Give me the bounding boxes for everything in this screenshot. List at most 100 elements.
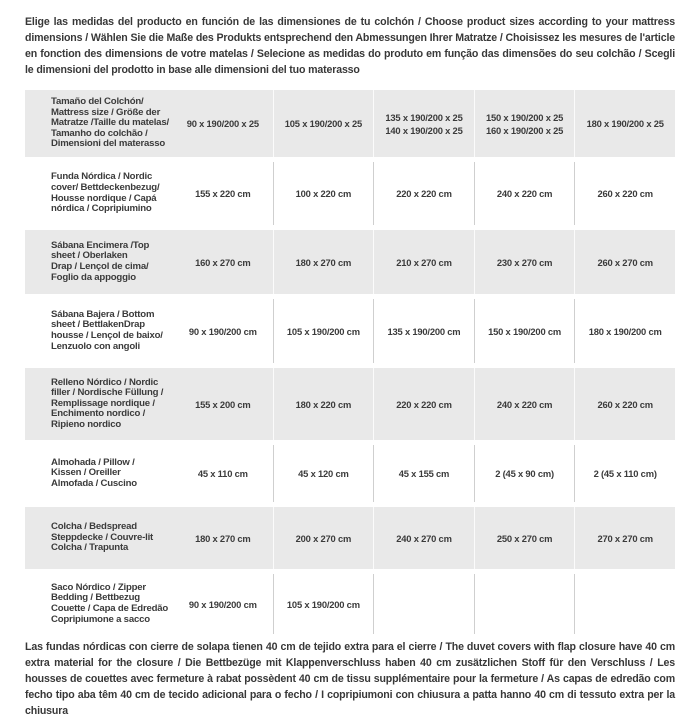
size-cell-text: 150 x 190/200 x 25 160 x 190/200 x 25 [485, 111, 564, 136]
size-cell: 220 x 220 cm [373, 368, 474, 440]
table-row: Saco Nórdico / Zipper Bedding / Bettbezu… [25, 574, 675, 634]
size-cell-text: 200 x 270 cm [295, 532, 352, 544]
size-cell: 90 x 190/200 cm [173, 574, 273, 634]
table-row: Funda Nórdica / Nordic cover/ Bettdecken… [25, 162, 675, 225]
row-label: Sábana Encimera /Top sheet / Oberlaken D… [25, 230, 173, 294]
size-cell: 220 x 220 cm [373, 162, 474, 225]
row-label: Colcha / Bedspread Steppdecke / Couvre-l… [25, 507, 173, 569]
size-cell-text: 250 x 270 cm [496, 532, 553, 544]
size-cell: 45 x 120 cm [272, 445, 374, 502]
size-cell-text: 240 x 220 cm [496, 398, 553, 410]
size-cell: 260 x 220 cm [574, 162, 675, 225]
row-label-text: Sábana Encimera /Top sheet / Oberlaken D… [51, 239, 150, 283]
size-cell-text: 2 (45 x 90 cm) [495, 468, 554, 479]
size-cell: 200 x 270 cm [272, 507, 374, 569]
row-label-text: Colcha / Bedspread Steppdecke / Couvre-l… [51, 521, 154, 554]
size-cell-text: 45 x 110 cm [197, 468, 248, 479]
row-label: Tamaño del Colchón/ Mattress size / Größ… [25, 90, 173, 157]
size-cell: 230 x 270 cm [473, 230, 575, 294]
size-cell-text: 100 x 220 cm [295, 188, 352, 199]
table-row: Tamaño del Colchón/ Mattress size / Größ… [25, 90, 675, 157]
size-cell: 105 x 190/200 x 25 [272, 90, 374, 157]
table-row: Relleno Nórdico / Nordic filler / Nordis… [25, 368, 675, 440]
size-cell-text: 210 x 270 cm [396, 256, 452, 268]
size-cell [373, 574, 474, 634]
intro-text: Elige las medidas del producto en funció… [25, 16, 675, 76]
size-table: Tamaño del Colchón/ Mattress size / Größ… [25, 90, 675, 634]
size-cell: 90 x 190/200 x 25 [173, 90, 273, 157]
size-cell: 180 x 190/200 cm [574, 299, 675, 363]
size-cell: 160 x 270 cm [173, 230, 273, 294]
size-cell-text: 180 x 270 cm [295, 256, 352, 268]
size-cell-text: 135 x 190/200 cm [387, 325, 461, 337]
row-label-text: Relleno Nórdico / Nordic filler / Nordis… [51, 376, 164, 430]
size-cell-text: 90 x 190/200 x 25 [186, 118, 259, 129]
size-cell: 135 x 190/200 x 25 140 x 190/200 x 25 [373, 90, 474, 157]
size-cell [473, 574, 575, 634]
size-cell: 45 x 110 cm [173, 445, 273, 502]
size-cell-text: 105 x 190/200 cm [286, 598, 360, 610]
row-label-text: Funda Nórdica / Nordic cover/ Bettdecken… [51, 171, 160, 215]
size-cell-text: 180 x 190/200 x 25 [586, 118, 664, 129]
size-cell-text: 105 x 190/200 x 25 [284, 118, 362, 129]
size-cell-text: 220 x 220 cm [396, 188, 452, 199]
size-cell-text: 155 x 220 cm [195, 188, 251, 199]
size-cell-text: 220 x 220 cm [396, 398, 452, 410]
row-label: Sábana Bajera / Bottom sheet / Bettlaken… [25, 299, 173, 363]
row-label: Funda Nórdica / Nordic cover/ Bettdecken… [25, 162, 173, 225]
size-cell: 240 x 270 cm [373, 507, 474, 569]
size-cell: 180 x 270 cm [272, 230, 374, 294]
size-cell: 150 x 190/200 cm [473, 299, 575, 363]
size-cell-text: 180 x 220 cm [295, 398, 352, 410]
size-cell-text: 150 x 190/200 cm [488, 325, 562, 337]
size-cell: 155 x 200 cm [173, 368, 273, 440]
size-cell-text: 160 x 270 cm [195, 256, 251, 268]
size-cell: 180 x 190/200 x 25 [574, 90, 675, 157]
size-cell: 105 x 190/200 cm [272, 574, 374, 634]
size-cell-text: 135 x 190/200 x 25 140 x 190/200 x 25 [385, 111, 463, 136]
table-row: Almohada / Pillow / Kissen / Oreiller Al… [25, 445, 675, 502]
size-cell: 135 x 190/200 cm [373, 299, 474, 363]
size-cell [574, 574, 675, 634]
size-cell-text: 155 x 200 cm [195, 398, 251, 410]
size-cell: 100 x 220 cm [272, 162, 374, 225]
size-cell: 90 x 190/200 cm [173, 299, 273, 363]
size-cell-text: 260 x 220 cm [597, 188, 653, 199]
size-cell: 180 x 220 cm [272, 368, 374, 440]
size-cell-text: 240 x 270 cm [396, 532, 452, 544]
footer-note: Las fundas nórdicas con cierre de solapa… [25, 641, 675, 717]
size-cell: 210 x 270 cm [373, 230, 474, 294]
size-cell: 240 x 220 cm [473, 162, 575, 225]
size-cell: 270 x 270 cm [574, 507, 675, 569]
size-cell: 155 x 220 cm [173, 162, 273, 225]
size-cell: 260 x 270 cm [574, 230, 675, 294]
size-cell: 180 x 270 cm [173, 507, 273, 569]
size-cell-text: 240 x 220 cm [496, 188, 553, 199]
size-cell-text: 90 x 190/200 cm [188, 325, 257, 337]
table-row: Colcha / Bedspread Steppdecke / Couvre-l… [25, 507, 675, 569]
size-cell: 45 x 155 cm [373, 445, 474, 502]
size-cell-text: 230 x 270 cm [496, 256, 553, 268]
size-cell: 150 x 190/200 x 25 160 x 190/200 x 25 [473, 90, 575, 157]
row-label-text: Almohada / Pillow / Kissen / Oreiller Al… [51, 456, 137, 489]
size-cell-text: 270 x 270 cm [597, 532, 653, 544]
size-cell: 2 (45 x 110 cm) [574, 445, 675, 502]
size-cell-text: 260 x 220 cm [597, 398, 653, 410]
row-label-text: Saco Nórdico / Zipper Bedding / Bettbezu… [51, 581, 169, 625]
size-cell-text: 45 x 155 cm [398, 468, 450, 479]
size-cell: 250 x 270 cm [473, 507, 575, 569]
size-cell-text: 2 (45 x 110 cm) [593, 468, 657, 479]
table-row: Sábana Bajera / Bottom sheet / Bettlaken… [25, 299, 675, 363]
row-label: Almohada / Pillow / Kissen / Oreiller Al… [25, 445, 173, 502]
row-label: Saco Nórdico / Zipper Bedding / Bettbezu… [25, 574, 173, 634]
size-cell-text: 105 x 190/200 cm [286, 325, 360, 337]
table-row: Sábana Encimera /Top sheet / Oberlaken D… [25, 230, 675, 294]
size-cell-text: 45 x 120 cm [298, 468, 349, 479]
size-cell-text: 260 x 270 cm [597, 256, 653, 268]
row-label-text: Sábana Bajera / Bottom sheet / Bettlaken… [51, 308, 163, 352]
size-cell: 240 x 220 cm [473, 368, 575, 440]
size-cell: 105 x 190/200 cm [272, 299, 374, 363]
size-cell-text: 180 x 190/200 cm [588, 325, 662, 337]
size-cell: 260 x 220 cm [574, 368, 675, 440]
